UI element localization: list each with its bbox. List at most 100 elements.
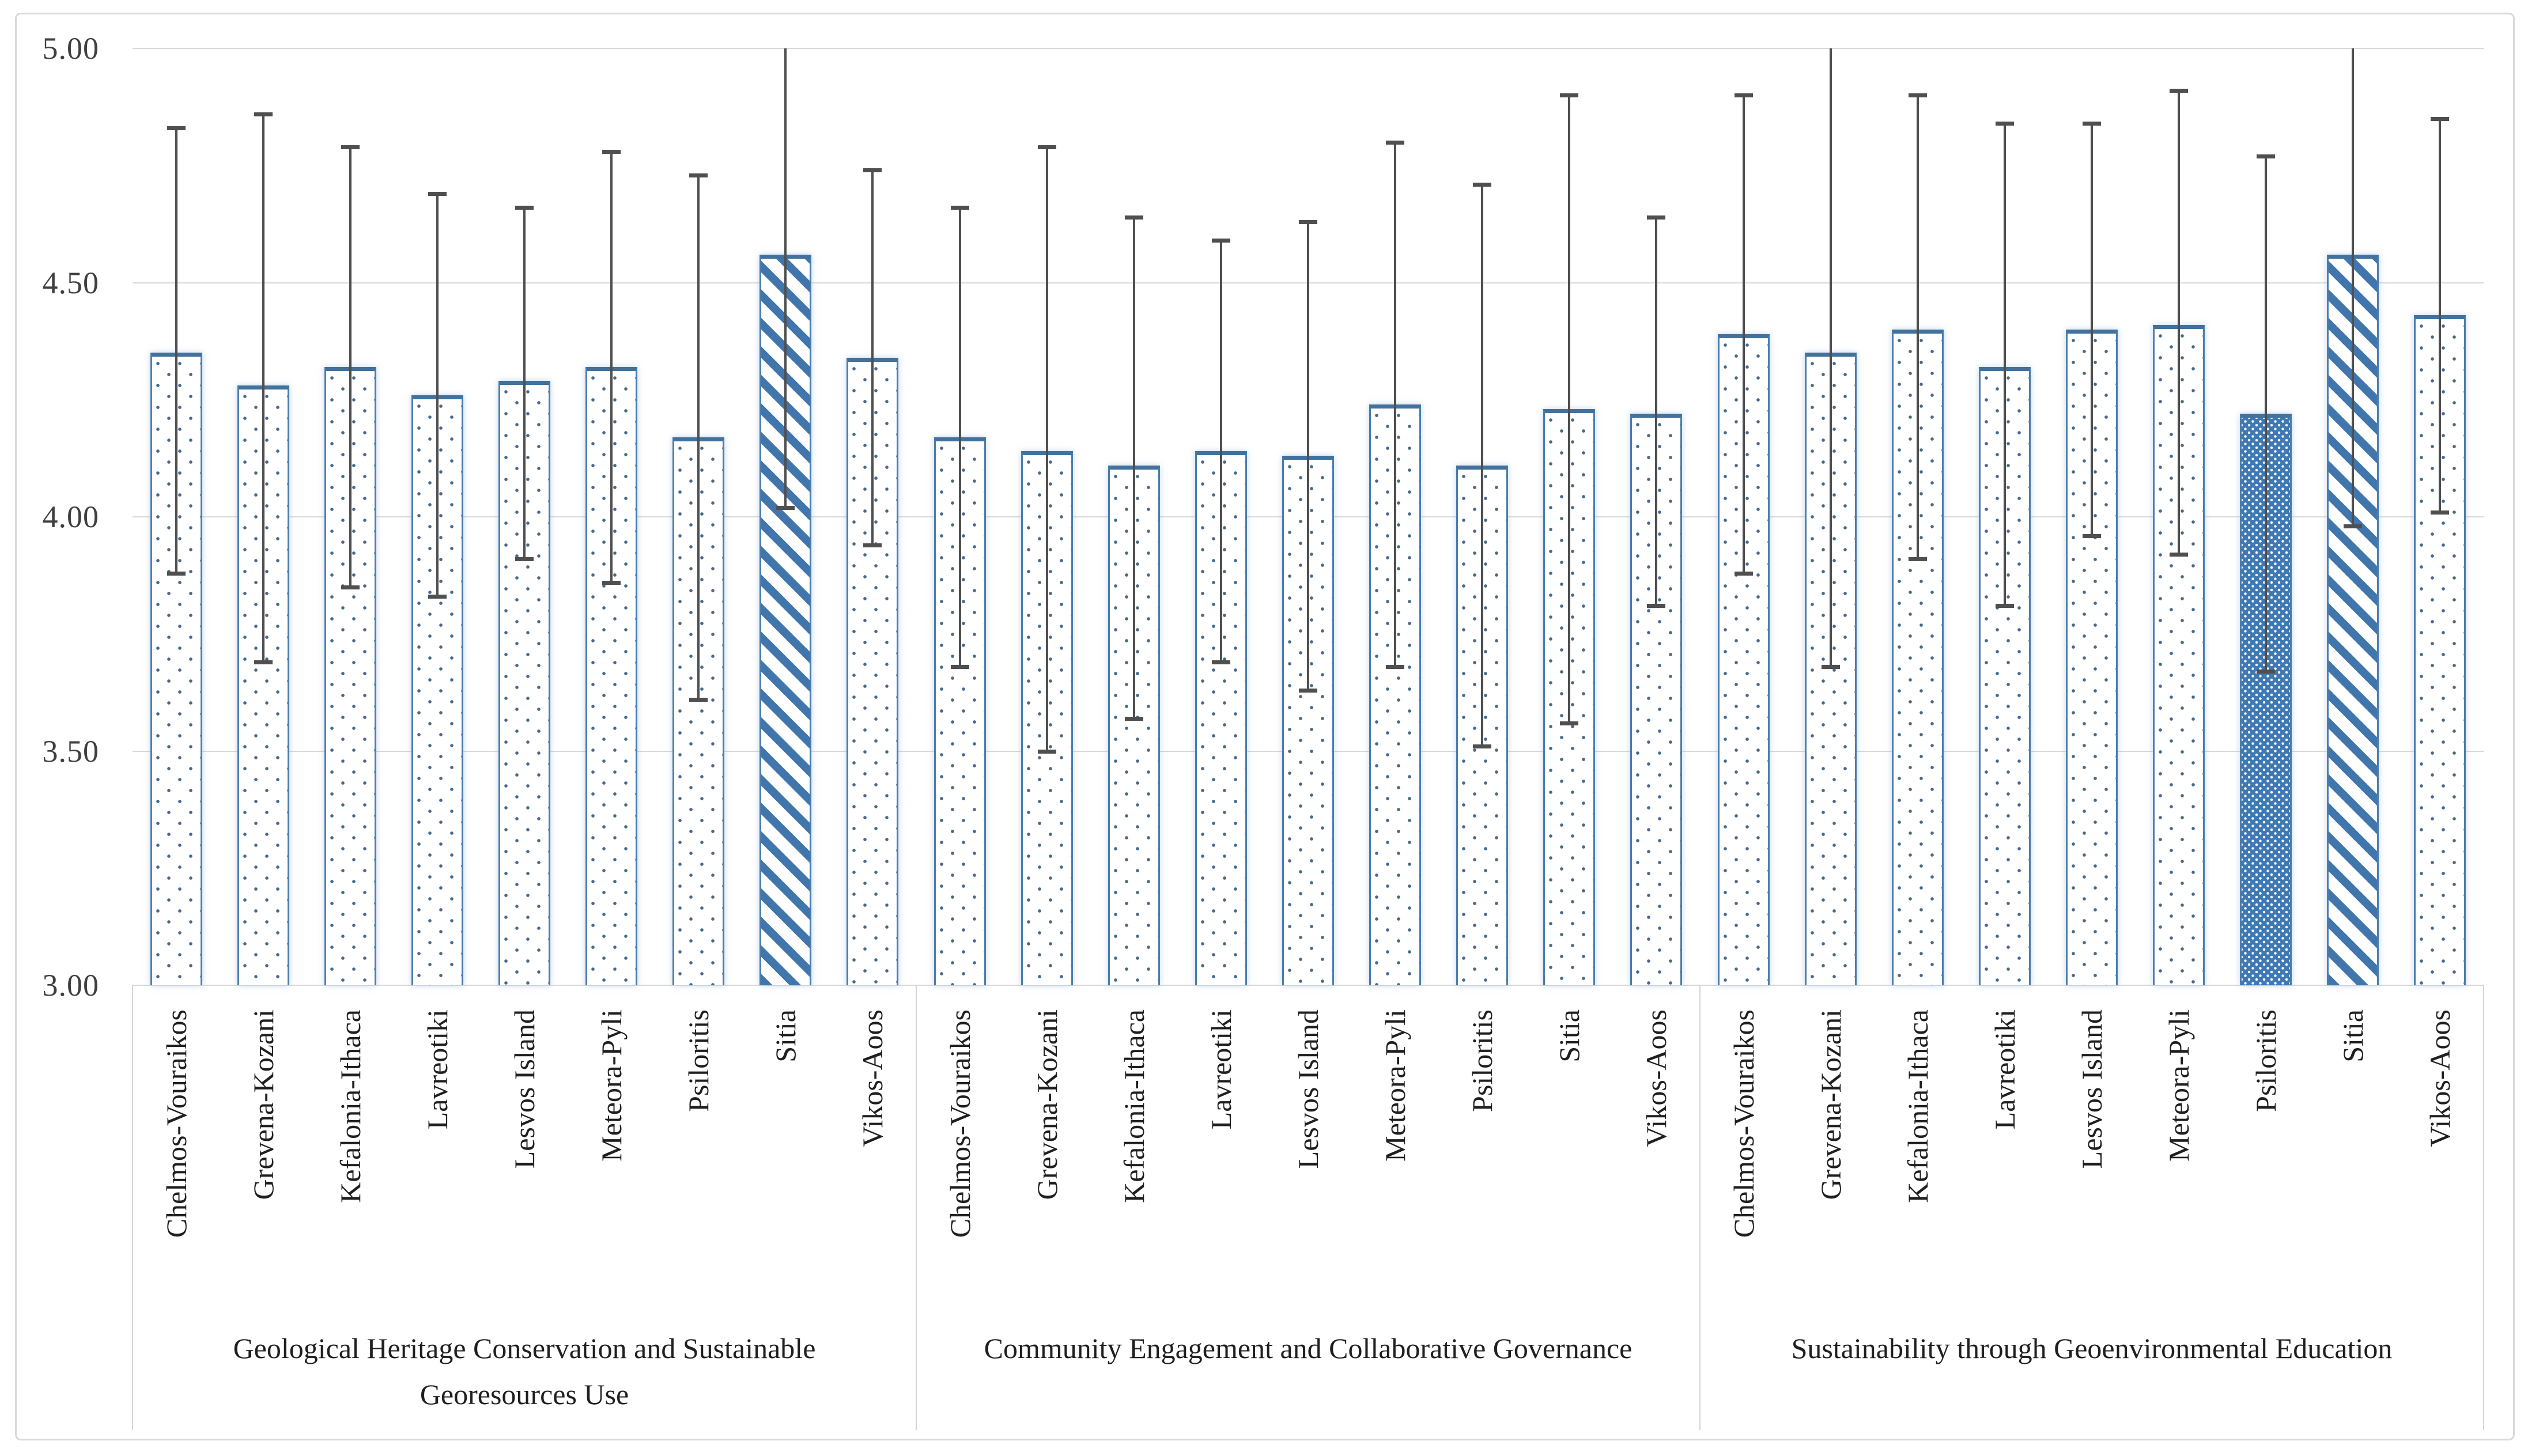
bar-kefalonia-ithaca [1108,465,1160,985]
category-divider [1699,985,1701,1430]
error-bar-bottom-cap [1821,665,1840,670]
error-bar-bottom-cap [1995,604,2014,608]
y-axis-tick-label: 3.00 [42,968,99,1003]
error-bar [2352,48,2355,527]
group-label: Community Engagement and Collaborative G… [984,1332,1633,1364]
error-bar-top-cap [1037,145,1056,149]
bar-meteora-pyli [2153,324,2205,985]
category-label: Grevena-Kozani [1814,1009,1847,1200]
category-label: Psiloritis [682,1009,715,1112]
error-bar [2265,156,2268,672]
error-bar [349,146,352,587]
error-bar-bottom-cap [2431,510,2450,515]
error-bar-top-cap [428,192,447,196]
y-axis-tick-label: 4.50 [42,265,99,300]
error-bar-top-cap [1211,239,1230,243]
category-label: Chelmos-Vouraikos [160,1009,192,1238]
error-bar-bottom-cap [1560,721,1579,725]
category-label: Lavreotiki [1204,1009,1237,1130]
x-axis-line [133,985,2484,986]
error-bar-bottom-cap [602,580,621,585]
error-bar-top-cap [2083,122,2101,126]
error-bar [1132,217,1135,718]
error-bar-top-cap [2431,116,2450,121]
error-bar-bottom-cap [1299,688,1317,693]
error-bar [1307,221,1309,690]
category-label: Kefalonia-Ithaca [334,1009,366,1203]
error-bar-bottom-cap [428,595,447,599]
group-label: Sustainability through Geoenvironmental … [1791,1332,2393,1364]
error-bar-bottom-cap [1037,749,1056,754]
error-bar [1916,95,1919,559]
error-bar-bottom-cap [1908,557,1927,562]
error-bar [1742,95,1745,573]
category-label: Meteora-Pyli [1379,1009,1412,1162]
category-label: Meteora-Pyli [595,1009,628,1162]
error-bar [523,207,526,559]
error-bar [1829,48,1832,667]
error-bar [610,151,613,583]
error-bar [2003,123,2006,606]
error-bar-top-cap [1473,182,1492,187]
error-bar [1655,217,1658,606]
error-bar-bottom-cap [689,698,708,702]
error-bar-bottom-cap [2083,534,2101,538]
category-label: Kefalonia-Ithaca [1117,1009,1150,1203]
error-bar-bottom-cap [2170,553,2189,557]
category-label: Meteora-Pyli [2163,1009,2196,1162]
error-bar [1394,142,1397,667]
error-bar [2091,123,2093,536]
error-bar [1481,184,1484,747]
category-label: Grevena-Kozani [247,1009,279,1200]
y-axis-tick-label: 5.00 [42,31,99,66]
error-bar-bottom-cap [1473,744,1492,749]
category-label: Lavreotiki [1988,1009,2021,1130]
error-bar-bottom-cap [167,571,186,576]
error-bar-top-cap [1734,93,1753,98]
error-bar-bottom-cap [1386,665,1405,670]
error-bar-bottom-cap [1734,571,1753,576]
error-bar-top-cap [1908,93,1927,98]
category-label: Lesvos Island [2076,1009,2108,1169]
error-bar [2439,118,2442,512]
category-label: Lavreotiki [421,1009,454,1130]
error-bar-top-cap [863,168,882,173]
error-bar-top-cap [602,149,621,154]
error-bar [871,170,874,545]
error-bar-top-cap [950,206,969,210]
error-bar-bottom-cap [950,665,969,670]
error-bar-top-cap [1995,122,2014,126]
category-label: Lesvos Island [1292,1009,1324,1169]
error-bar-bottom-cap [863,543,882,547]
error-bar-top-cap [1124,215,1143,220]
y-axis-tick-label: 4.00 [42,500,99,534]
error-bar-top-cap [1560,93,1579,98]
bar-vikos-aoos [847,357,899,985]
category-label: Sitia [1553,1009,1586,1062]
category-divider [2483,985,2484,1430]
group-label: Geological Heritage Conservation and Sus… [233,1332,816,1410]
error-bar-bottom-cap [2344,524,2363,529]
error-bar [958,207,961,667]
category-label: Grevena-Kozani [1030,1009,1063,1200]
category-label: Psiloritis [2250,1009,2283,1112]
category-label: Kefalonia-Ithaca [1901,1009,1934,1203]
category-label: Vikos-Aoos [1640,1009,1673,1147]
category-label: Psiloritis [1466,1009,1499,1112]
error-bar [2178,90,2181,555]
error-bar-top-cap [689,173,708,177]
error-bar [697,175,700,700]
chart-border [15,13,2515,1440]
error-bar-top-cap [167,126,186,131]
category-label: Vikos-Aoos [2424,1009,2457,1147]
error-bar-bottom-cap [1647,604,1666,608]
category-label: Lesvos Island [508,1009,541,1169]
category-label: Chelmos-Vouraikos [943,1009,976,1238]
category-divider [916,985,917,1430]
error-bar [1045,146,1048,751]
category-divider [132,985,133,1430]
error-bar-bottom-cap [254,660,273,665]
error-bar-top-cap [515,206,534,210]
error-bar [436,194,439,597]
